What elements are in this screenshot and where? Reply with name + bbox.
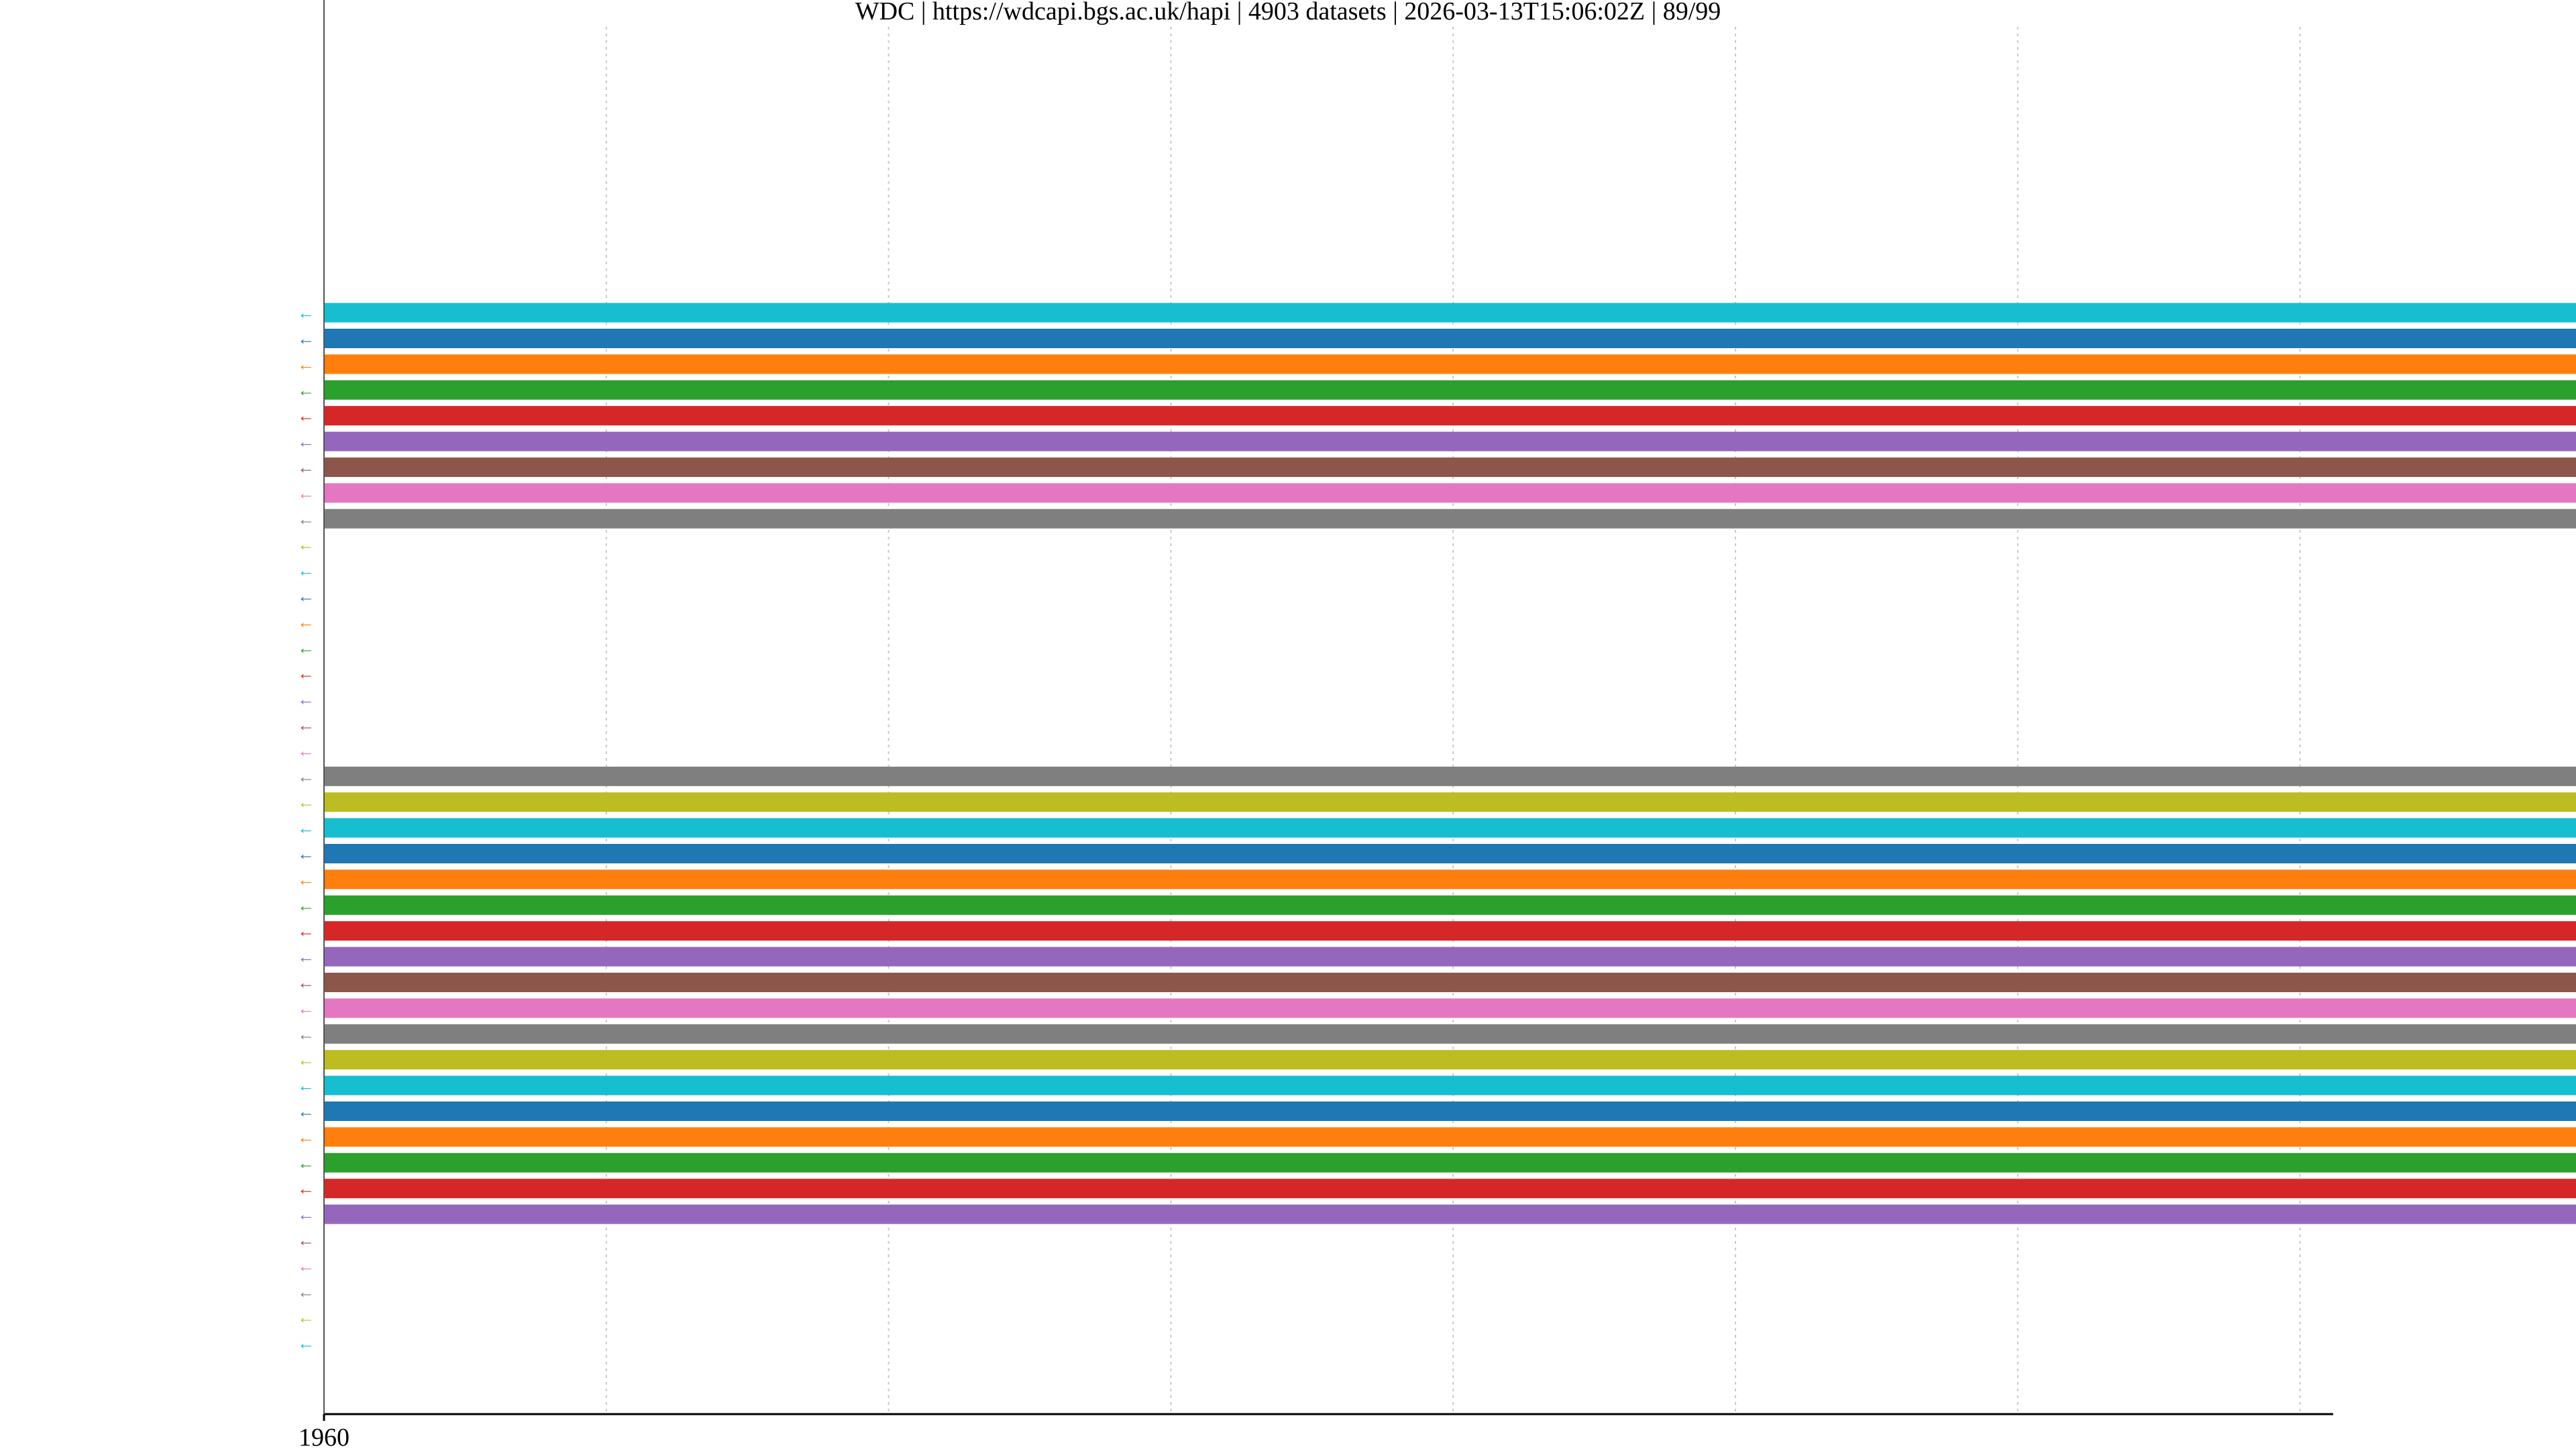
left-arrow-marker: ← — [297, 1231, 315, 1250]
left-arrow-marker: ← — [297, 896, 315, 915]
left-arrow-marker: ← — [297, 1102, 315, 1122]
timeline-bar — [324, 1179, 2576, 1199]
left-arrow-marker: ← — [297, 432, 315, 451]
timeline-bar — [324, 508, 2576, 529]
left-arrow-marker: ← — [297, 793, 315, 812]
timeline-bar — [324, 483, 2576, 503]
timeline-bar — [324, 1075, 2576, 1095]
left-arrow-marker: ← — [297, 1024, 315, 1044]
timeline-bar — [324, 973, 2576, 992]
left-arrow-marker: ← — [297, 1308, 315, 1328]
left-arrow-marker: ← — [297, 1076, 315, 1095]
timeline-bar — [324, 1024, 2576, 1044]
timeline-bar — [324, 818, 2576, 838]
timeline-bar — [324, 947, 2576, 967]
left-arrow-marker: ← — [297, 1153, 315, 1173]
left-arrow-marker: ← — [297, 380, 315, 400]
left-arrow-marker: ← — [297, 484, 315, 503]
left-arrow-marker: ← — [297, 870, 315, 890]
bar-layer: tnd/P1D/xyztnd/P1D/hdztnd/P1D/originaltn… — [297, 303, 2576, 1353]
timeline-bar — [324, 792, 2576, 812]
x-tick-label: 1960 — [299, 1424, 350, 1449]
left-arrow-marker: ← — [297, 1179, 315, 1199]
left-arrow-marker: ← — [297, 509, 315, 529]
timeline-bar — [324, 1050, 2576, 1070]
left-arrow-marker: ← — [297, 1051, 315, 1070]
timeline-bar — [324, 431, 2576, 451]
left-arrow-marker: ← — [297, 407, 315, 426]
timeline-bar — [324, 303, 2576, 323]
timeline-bar — [324, 844, 2576, 863]
timeline-bar — [324, 895, 2576, 915]
left-arrow-marker: ← — [297, 535, 315, 555]
x-ticks: 19601970198019902000201020202030 — [299, 1414, 350, 1449]
left-arrow-marker: ← — [297, 612, 315, 632]
left-arrow-marker: ← — [297, 303, 315, 323]
left-arrow-marker: ← — [297, 561, 315, 580]
timeline-bar — [324, 329, 2576, 348]
left-arrow-marker: ← — [297, 458, 315, 478]
timeline-bar — [324, 1204, 2576, 1224]
timeline-bar — [324, 1152, 2576, 1173]
left-arrow-marker: ← — [297, 1256, 315, 1276]
left-arrow-marker: ← — [297, 999, 315, 1018]
timeline-bar — [324, 1102, 2576, 1121]
left-arrow-marker: ← — [297, 767, 315, 786]
left-arrow-marker: ← — [297, 845, 315, 864]
left-arrow-marker: ← — [297, 1205, 315, 1224]
left-arrow-marker: ← — [297, 587, 315, 606]
left-arrow-marker: ← — [297, 690, 315, 709]
left-arrow-marker: ← — [297, 1282, 315, 1301]
left-arrow-marker: ← — [297, 922, 315, 941]
left-arrow-marker: ← — [297, 1334, 315, 1353]
left-arrow-marker: ← — [297, 664, 315, 684]
chart-title: WDC | https://wdcapi.bgs.ac.uk/hapi | 49… — [855, 0, 1721, 25]
timeline-bar — [324, 406, 2576, 426]
left-arrow-marker: ← — [297, 355, 315, 374]
left-arrow-marker: ← — [297, 716, 315, 735]
left-arrow-marker: ← — [297, 973, 315, 993]
left-arrow-marker: ← — [297, 638, 315, 657]
timeline-bar — [324, 998, 2576, 1018]
left-arrow-marker: ← — [297, 1128, 315, 1147]
timeline-bar — [324, 921, 2576, 941]
x-axis — [323, 0, 2333, 1415]
timeline-bar — [324, 766, 2576, 786]
left-arrow-marker: ← — [297, 741, 315, 761]
timeline-bar — [324, 380, 2576, 400]
left-arrow-marker: ← — [297, 947, 315, 967]
timeline-bar — [324, 1127, 2576, 1147]
timeline-bar — [324, 458, 2576, 477]
timeline-bar — [324, 354, 2576, 374]
left-arrow-marker: ← — [297, 329, 315, 349]
timeline-bar — [324, 869, 2576, 890]
grid-layer — [605, 27, 2301, 1414]
left-arrow-marker: ← — [297, 818, 315, 838]
